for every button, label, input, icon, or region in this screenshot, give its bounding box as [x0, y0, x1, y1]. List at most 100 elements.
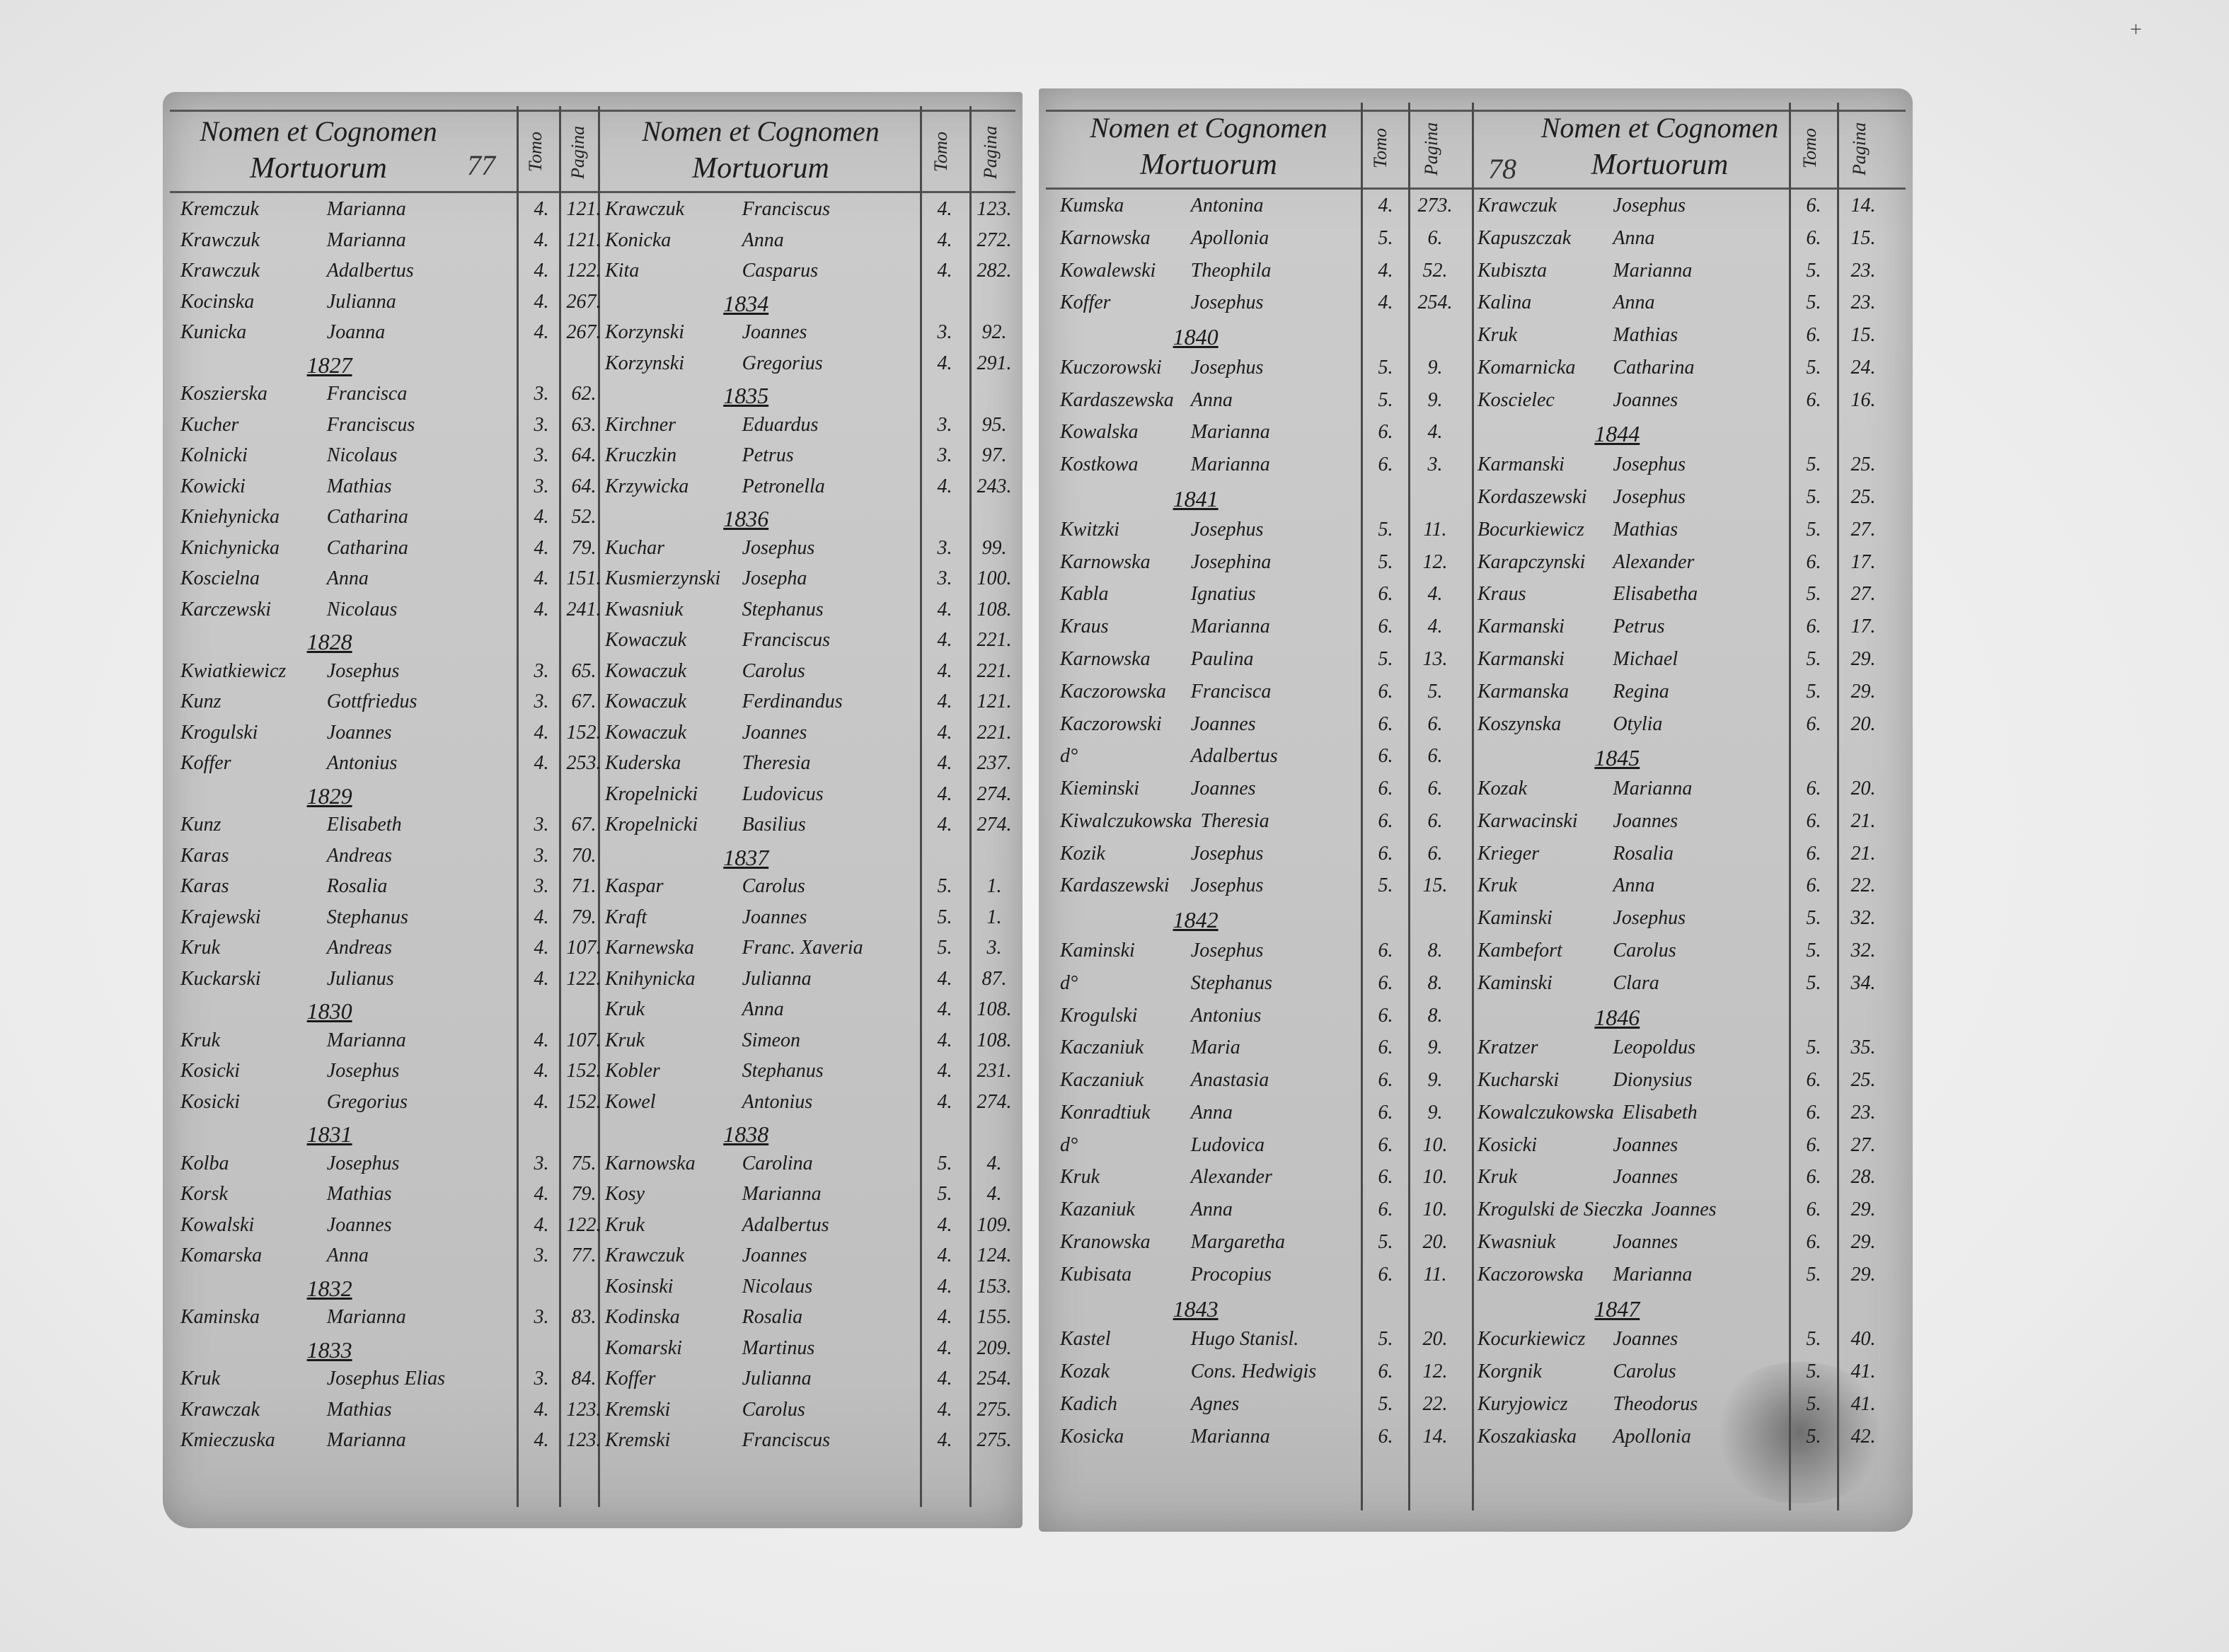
- surname: Krajewski: [180, 906, 261, 928]
- register-entry: Kosinski Nicolaus 4. 153.: [605, 1276, 1012, 1304]
- register-entry: Kucher Franciscus 3. 63.: [180, 413, 597, 442]
- given-name: Marianna: [1190, 454, 1270, 476]
- register-entry: Kozak Cons. Hedwigis 6. 12.: [1060, 1361, 1448, 1389]
- header-text: Nomen et Cognomen: [642, 115, 880, 147]
- pagina-value: 274.: [977, 814, 1012, 836]
- register-entry: Kaczorowska Marianna 5. 29.: [1478, 1264, 1876, 1292]
- register-entry: Krawczuk Josephus 6. 14.: [1478, 195, 1876, 223]
- tomo-value: 6.: [1806, 778, 1821, 800]
- tomo-value: 5.: [1806, 454, 1821, 476]
- surname: Kruk: [605, 1029, 645, 1051]
- surname: Kosicki: [180, 1090, 240, 1113]
- surname: Kapuszczak: [1478, 226, 1572, 249]
- tomo-value: 6.: [1378, 1133, 1393, 1156]
- surname: Kruczkin: [605, 444, 677, 466]
- year-heading: 1835: [723, 383, 769, 408]
- register-entry: Kruk Marianna 4. 107.: [180, 1029, 601, 1058]
- column-rule: [559, 106, 561, 1507]
- tomo-value: 5.: [1378, 356, 1393, 379]
- register-entry: Kosy Marianna 5. 4.: [605, 1183, 1002, 1211]
- given-name: Mathias: [1613, 324, 1678, 347]
- pagina-value: 4.: [1427, 421, 1443, 444]
- register-entry: Kowicki Mathias 3. 64.: [180, 475, 597, 504]
- given-name: Elisabetha: [1613, 583, 1698, 606]
- surname: Koffer: [605, 1368, 656, 1390]
- tomo-value: 3.: [534, 691, 549, 712]
- surname: Karnowska: [605, 1152, 696, 1174]
- register-entry: Kolnicki Nicolaus 3. 64.: [180, 444, 597, 473]
- tomo-value: 6.: [1378, 1361, 1393, 1383]
- given-name: Marianna: [1190, 616, 1270, 638]
- register-entry: Kowalski Joannes 4. 122.: [180, 1214, 601, 1242]
- given-name: Petrus: [742, 444, 794, 466]
- tomo-value: 4.: [937, 752, 952, 774]
- year-heading: 1843: [1173, 1295, 1219, 1322]
- given-name: Stephanus: [326, 906, 408, 928]
- register-entry: Kobler Stephanus 4. 231.: [605, 1060, 1012, 1088]
- given-name: Julianna: [326, 290, 396, 313]
- tomo-value: 4.: [937, 1306, 952, 1328]
- surname: Karas: [180, 844, 229, 867]
- pagina-value: 10.: [1422, 1166, 1448, 1189]
- pagina-value: 221.: [977, 721, 1012, 744]
- pagina-value: 123.: [566, 1398, 601, 1421]
- tomo-value: 6.: [1378, 1101, 1393, 1124]
- surname: Kieminski: [1060, 778, 1139, 800]
- tomo-value: 4.: [1378, 195, 1393, 216]
- tomo-value: 6.: [1806, 195, 1821, 216]
- surname: Kruk: [180, 1029, 220, 1051]
- pagina-value: 27.: [1850, 1133, 1876, 1156]
- register-entry: Kremczuk Marianna 4. 121.: [180, 198, 601, 226]
- surname: Kosicka: [1060, 1425, 1124, 1448]
- tomo-value: 5.: [1378, 226, 1393, 249]
- pagina-value: 275.: [977, 1398, 1012, 1421]
- given-name: Joannes: [1190, 712, 1256, 735]
- register-entry: Koscielna Anna 4. 151.: [180, 567, 601, 596]
- register-entry: Kropelnicki Ludovicus 4. 274.: [605, 783, 1012, 811]
- given-name: Maria: [1190, 1036, 1240, 1059]
- given-name: Joannes: [1613, 1231, 1678, 1253]
- given-name: Adalbertus: [742, 1213, 829, 1236]
- column-header-pagina: Pagina: [1421, 122, 1441, 175]
- right-register-page: Nomen et Cognomen Mortuorum Tomo Pagina …: [1039, 88, 1913, 1532]
- given-name: Elisabeth: [1622, 1101, 1698, 1124]
- tomo-value: 4.: [937, 229, 952, 251]
- surname: Kodinska: [605, 1306, 680, 1328]
- pagina-value: 34.: [1850, 971, 1876, 994]
- pagina-value: 28.: [1850, 1166, 1876, 1189]
- given-name: Anna: [1190, 1198, 1233, 1221]
- given-name: Josephus: [1190, 874, 1264, 897]
- pagina-value: 83.: [571, 1306, 597, 1328]
- column-header-pagina: Pagina: [1849, 122, 1870, 175]
- tomo-value: 4.: [937, 260, 952, 282]
- surname: Kmieczuska: [180, 1429, 275, 1451]
- register-entry: Kraus Elisabetha 5. 27.: [1478, 583, 1876, 611]
- pagina-value: 15.: [1422, 874, 1448, 897]
- pagina-value: 9.: [1427, 356, 1443, 379]
- register-entry: Krajewski Stephanus 4. 79.: [180, 906, 597, 935]
- tomo-value: 5.: [1806, 518, 1821, 541]
- surname: Bocurkiewicz: [1478, 518, 1584, 541]
- given-name: Joannes: [742, 1244, 807, 1266]
- pagina-value: 29.: [1850, 1231, 1876, 1253]
- tomo-value: 6.: [1806, 842, 1821, 865]
- surname: Kremczuk: [180, 198, 259, 220]
- pagina-value: 29.: [1850, 1263, 1876, 1286]
- pagina-value: 87.: [981, 967, 1007, 990]
- register-entry: Bocurkiewicz Mathias 5. 27.: [1478, 518, 1876, 547]
- tomo-value: 3.: [937, 321, 952, 343]
- surname: Kucharski: [1478, 1069, 1560, 1092]
- surname: Kwiatkiewicz: [180, 659, 287, 682]
- column-header-name: Nomen et Cognomen Mortuorum: [1067, 110, 1350, 187]
- surname: d°: [1060, 745, 1078, 768]
- given-name: Franciscus: [326, 413, 415, 436]
- surname: Koscielec: [1478, 388, 1555, 411]
- given-name: Franciscus: [742, 629, 831, 651]
- given-name: Otylia: [1613, 712, 1663, 735]
- tomo-value: 4.: [937, 1429, 952, 1451]
- tomo-value: 4.: [937, 721, 952, 744]
- pagina-value: 121.: [977, 691, 1012, 712]
- tomo-value: 4.: [534, 1060, 549, 1082]
- surname: Kozak: [1060, 1361, 1110, 1383]
- given-name: Marianna: [1613, 259, 1693, 282]
